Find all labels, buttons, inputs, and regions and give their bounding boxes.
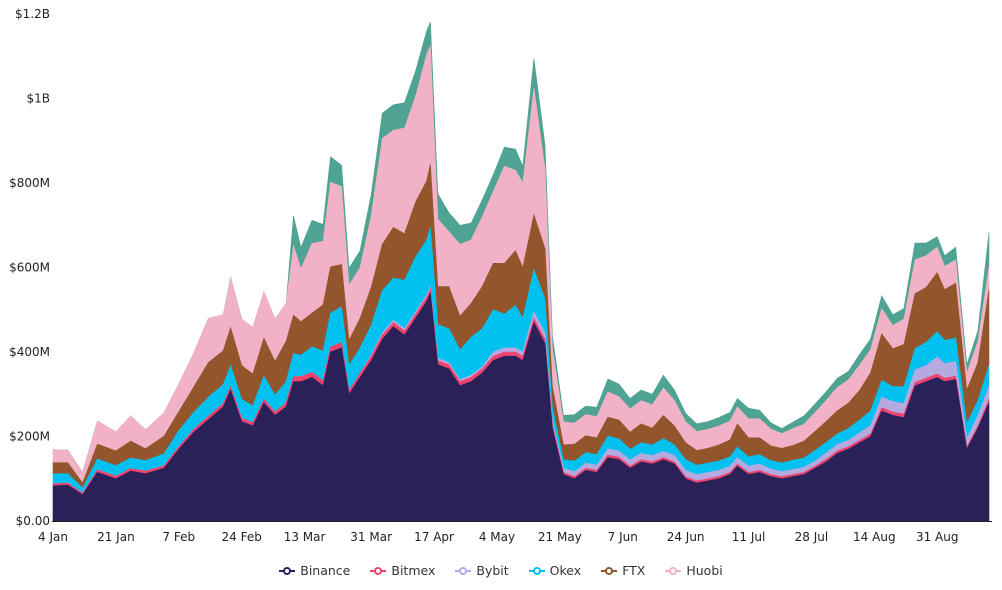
x-tick-label: 21 May: [538, 530, 582, 544]
x-tick-label: 13 Mar: [284, 530, 326, 544]
legend-marker-icon: [279, 566, 296, 576]
legend-item-okex[interactable]: Okex: [528, 563, 582, 578]
legend-label: Huobi: [686, 563, 723, 578]
x-tick-label: 28 Jul: [795, 530, 829, 544]
x-tick-label: 4 May: [479, 530, 515, 544]
legend-item-huobi[interactable]: Huobi: [665, 563, 723, 578]
legend-label: Binance: [300, 563, 351, 578]
legend-marker-icon: [455, 566, 472, 576]
y-tick-label: $400M: [9, 345, 50, 359]
x-axis-ticks: 4 Jan 21 Jan 7 Feb 24 Feb 13 Mar 31 Mar 17 Apr…: [38, 530, 958, 544]
x-tick-label: 21 Jan: [97, 530, 135, 544]
stacked-area-chart: $0.00 $200M $400M $600M $800M $1B $1.2B 4 Jan 2…: [9, 7, 992, 544]
y-tick-label: $200M: [9, 430, 50, 444]
x-tick-label: 31 Mar: [350, 530, 392, 544]
y-tick-label: $0.00: [16, 514, 50, 528]
legend-item-binance[interactable]: Binance: [279, 563, 350, 578]
legend-item-bitmex[interactable]: Bitmex: [370, 563, 435, 578]
legend-label: Okex: [549, 563, 582, 578]
x-tick-label: 7 Jun: [608, 530, 638, 544]
area-layers: [52, 21, 990, 522]
x-tick-label: 11 Jul: [732, 530, 766, 544]
legend-label: Bybit: [476, 563, 509, 578]
legend-marker-icon: [528, 566, 545, 576]
legend: Binance Bitmex Bybit Okex FTX Huobi: [0, 563, 1002, 578]
y-tick-label: $1.2B: [15, 7, 50, 21]
legend-marker-icon: [665, 566, 682, 576]
x-tick-label: 7 Feb: [162, 530, 195, 544]
x-tick-label: 14 Aug: [853, 530, 896, 544]
y-tick-label: $1B: [26, 92, 50, 106]
legend-item-ftx[interactable]: FTX: [601, 563, 645, 578]
legend-item-bybit[interactable]: Bybit: [455, 563, 509, 578]
legend-marker-icon: [601, 566, 618, 576]
y-tick-label: $800M: [9, 176, 50, 190]
legend-label: Bitmex: [391, 563, 436, 578]
x-tick-label: 24 Jun: [667, 530, 705, 544]
y-tick-label: $600M: [9, 261, 50, 275]
x-tick-label: 24 Feb: [222, 530, 262, 544]
x-tick-label: 31 Aug: [916, 530, 959, 544]
legend-marker-icon: [370, 566, 387, 576]
x-tick-label: 4 Jan: [38, 530, 68, 544]
y-axis-ticks: $0.00 $200M $400M $600M $800M $1B $1.2B: [9, 7, 50, 528]
legend-label: FTX: [622, 563, 646, 578]
x-tick-label: 17 Apr: [414, 530, 454, 544]
